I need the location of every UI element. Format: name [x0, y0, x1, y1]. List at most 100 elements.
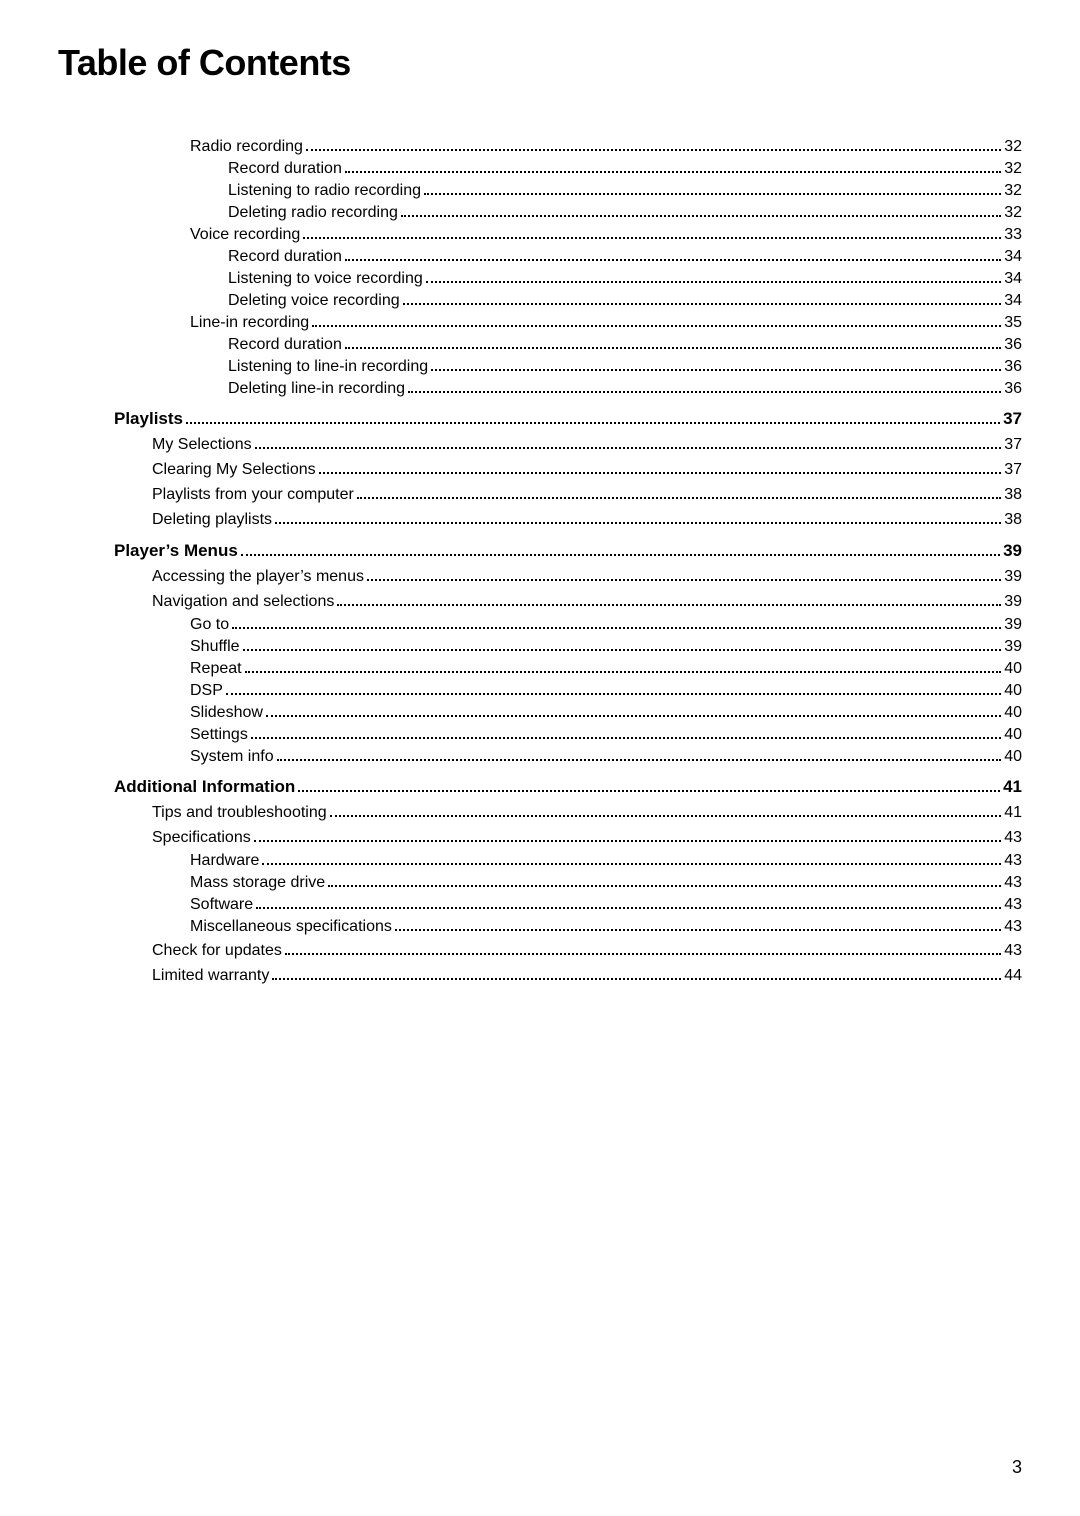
toc-entry: Clearing My Selections 37: [58, 457, 1022, 482]
page-number: 3: [1012, 1457, 1022, 1478]
toc-page: 41: [1003, 774, 1022, 800]
toc-page: 41: [1004, 800, 1022, 825]
dot-leader: [272, 967, 1001, 980]
toc-entry: Repeat 40: [58, 658, 1022, 680]
toc-label: System info: [190, 746, 274, 768]
toc-page: 33: [1004, 224, 1022, 246]
dot-leader: [319, 461, 1002, 474]
dot-leader: [275, 511, 1001, 524]
toc-page: 39: [1003, 538, 1022, 564]
toc-page: 32: [1004, 180, 1022, 202]
dot-leader: [345, 160, 1001, 173]
toc-label: Limited warranty: [152, 963, 269, 988]
toc-label: Radio recording: [190, 136, 303, 158]
dot-leader: [262, 852, 1001, 865]
toc-label: Voice recording: [190, 224, 300, 246]
dot-leader: [226, 682, 1001, 695]
toc-label: Deleting radio recording: [228, 202, 398, 224]
toc-label: Mass storage drive: [190, 872, 325, 894]
toc-entry: DSP 40: [58, 680, 1022, 702]
table-of-contents: Radio recording 32Record duration 32List…: [58, 136, 1022, 988]
toc-entry: Deleting radio recording 32: [58, 202, 1022, 224]
toc-label: Settings: [190, 724, 248, 746]
toc-entry: Player’s Menus 39: [58, 538, 1022, 564]
toc-entry: Settings 40: [58, 724, 1022, 746]
toc-entry: Playlists from your computer 38: [58, 482, 1022, 507]
toc-page: 40: [1004, 746, 1022, 768]
dot-leader: [256, 896, 1001, 909]
toc-label: Slideshow: [190, 702, 263, 724]
dot-leader: [241, 542, 1000, 556]
toc-label: Listening to voice recording: [228, 268, 423, 290]
toc-label: Tips and troubleshooting: [152, 800, 327, 825]
dot-leader: [312, 314, 1001, 327]
toc-entry: Miscellaneous specifications 43: [58, 916, 1022, 938]
toc-label: Repeat: [190, 658, 242, 680]
toc-label: Go to: [190, 614, 229, 636]
dot-leader: [408, 380, 1001, 393]
dot-leader: [395, 918, 1001, 931]
dot-leader: [255, 436, 1002, 449]
dot-leader: [403, 292, 1002, 305]
toc-page: 43: [1004, 825, 1022, 850]
toc-entry: System info 40: [58, 746, 1022, 768]
toc-entry: Tips and troubleshooting 41: [58, 800, 1022, 825]
toc-label: Software: [190, 894, 253, 916]
toc-entry: Record duration 36: [58, 334, 1022, 356]
dot-leader: [285, 942, 1001, 955]
toc-entry: Navigation and selections 39: [58, 589, 1022, 614]
toc-page: 43: [1004, 872, 1022, 894]
toc-page: 32: [1004, 136, 1022, 158]
dot-leader: [328, 874, 1001, 887]
toc-page: 36: [1004, 334, 1022, 356]
toc-page: 39: [1004, 636, 1022, 658]
dot-leader: [254, 829, 1001, 842]
toc-page: 44: [1004, 963, 1022, 988]
toc-entry: Check for updates 43: [58, 938, 1022, 963]
toc-entry: Voice recording 33: [58, 224, 1022, 246]
toc-label: Listening to line-in recording: [228, 356, 428, 378]
toc-entry: My Selections 37: [58, 432, 1022, 457]
toc-entry: Slideshow 40: [58, 702, 1022, 724]
toc-label: Record duration: [228, 246, 342, 268]
toc-page: 35: [1004, 312, 1022, 334]
toc-entry: Deleting playlists 38: [58, 507, 1022, 532]
toc-page: 34: [1004, 268, 1022, 290]
toc-page: 39: [1004, 564, 1022, 589]
toc-entry: Line-in recording 35: [58, 312, 1022, 334]
toc-label: Line-in recording: [190, 312, 309, 334]
toc-label: Shuffle: [190, 636, 240, 658]
toc-label: Accessing the player’s menus: [152, 564, 364, 589]
dot-leader: [424, 182, 1001, 195]
toc-label: Miscellaneous specifications: [190, 916, 392, 938]
dot-leader: [303, 226, 1001, 239]
toc-page: 40: [1004, 702, 1022, 724]
toc-page: 32: [1004, 202, 1022, 224]
dot-leader: [298, 778, 1000, 792]
toc-page: 43: [1004, 938, 1022, 963]
toc-label: Deleting line-in recording: [228, 378, 405, 400]
toc-entry: Hardware 43: [58, 850, 1022, 872]
toc-entry: Listening to voice recording 34: [58, 268, 1022, 290]
dot-leader: [251, 726, 1001, 739]
dot-leader: [345, 336, 1001, 349]
dot-leader: [186, 410, 1000, 424]
toc-page: 40: [1004, 724, 1022, 746]
toc-entry: Playlists 37: [58, 406, 1022, 432]
toc-page: 32: [1004, 158, 1022, 180]
toc-label: Check for updates: [152, 938, 282, 963]
toc-entry: Radio recording 32: [58, 136, 1022, 158]
toc-label: Listening to radio recording: [228, 180, 421, 202]
dot-leader: [337, 593, 1001, 606]
toc-label: Record duration: [228, 334, 342, 356]
toc-entry: Listening to radio recording 32: [58, 180, 1022, 202]
toc-page: 34: [1004, 290, 1022, 312]
toc-page: 43: [1004, 850, 1022, 872]
dot-leader: [232, 616, 1001, 629]
toc-page: 39: [1004, 589, 1022, 614]
toc-label: Player’s Menus: [114, 538, 238, 564]
dot-leader: [357, 486, 1001, 499]
dot-leader: [431, 358, 1001, 371]
toc-entry: Record duration 32: [58, 158, 1022, 180]
toc-label: Record duration: [228, 158, 342, 180]
